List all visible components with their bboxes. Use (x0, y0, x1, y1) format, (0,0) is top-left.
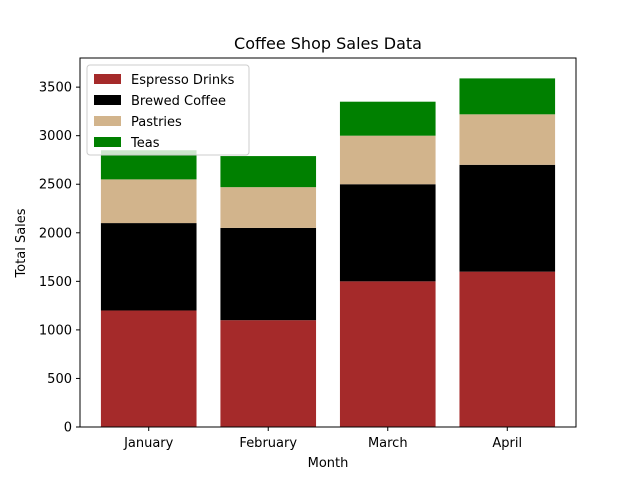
legend-label: Pastries (131, 115, 182, 130)
plot-frame (79, 57, 577, 428)
legend-swatch-pastries (94, 116, 121, 126)
chart-title: Coffee Shop Sales Data (234, 34, 422, 53)
bar-march-teas (339, 101, 436, 136)
x-axis-label: Month (308, 456, 349, 471)
y-tick-label: 3500 (39, 81, 72, 96)
legend-swatch-teas (94, 137, 121, 147)
y-axis-ticks: 0 500 1000 1500 2000 2500 3000 3500 (39, 81, 80, 436)
y-tick-label: 0 (64, 421, 72, 436)
legend-label: Brewed Coffee (131, 94, 226, 109)
y-tick-label: 2000 (39, 226, 72, 241)
y-tick-label: 500 (47, 372, 72, 387)
legend-swatch-brewed-coffee (94, 95, 121, 105)
bar-february-espresso-drinks (220, 320, 317, 427)
x-tick-label: April (492, 436, 522, 451)
bar-february-brewed-coffee (220, 227, 317, 321)
legend-box (86, 64, 250, 156)
legend-label: Espresso Drinks (131, 73, 235, 88)
bar-february-pastries (220, 187, 317, 228)
x-axis-ticks: January February March April (123, 427, 522, 451)
bar-march-brewed-coffee (339, 184, 436, 282)
y-tick-label: 1000 (39, 323, 72, 338)
bar-january-brewed-coffee (100, 223, 197, 311)
bar-january-espresso-drinks (100, 310, 197, 427)
bar-february-teas (220, 156, 317, 188)
bar-april-espresso-drinks (459, 271, 556, 427)
x-tick-label: January (123, 436, 174, 451)
x-tick-label: March (368, 436, 408, 451)
legend: Espresso Drinks Brewed Coffee Pastries Teas (86, 64, 250, 156)
bars-group (100, 78, 556, 427)
y-tick-label: 3000 (39, 129, 72, 144)
bar-march-espresso-drinks (339, 281, 436, 427)
bar-march-pastries (339, 135, 436, 185)
x-tick-label: February (239, 436, 297, 451)
legend-label: Teas (130, 136, 160, 151)
bar-april-pastries (459, 114, 556, 165)
y-tick-label: 2500 (39, 178, 72, 193)
bar-january-pastries (100, 179, 197, 224)
y-tick-label: 1500 (39, 275, 72, 290)
legend-swatch-espresso-drinks (94, 74, 121, 84)
bar-april-brewed-coffee (459, 164, 556, 272)
y-axis-label: Total Sales (14, 208, 29, 278)
bar-april-teas (459, 78, 556, 115)
